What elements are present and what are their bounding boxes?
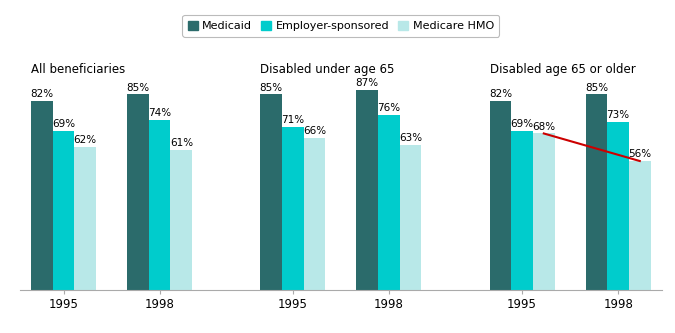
Text: 74%: 74% [148, 108, 171, 118]
Text: 66%: 66% [303, 126, 326, 136]
Bar [511, 131, 533, 290]
Bar [53, 131, 74, 290]
Bar [489, 101, 511, 290]
Text: 69%: 69% [510, 119, 534, 129]
Text: 56%: 56% [628, 149, 651, 159]
Text: 71%: 71% [281, 115, 304, 125]
Text: 69%: 69% [52, 119, 75, 129]
Text: Disabled age 65 or older: Disabled age 65 or older [489, 63, 635, 76]
Bar [356, 90, 378, 290]
Text: 87%: 87% [356, 78, 379, 88]
Bar [148, 120, 171, 290]
Bar [586, 95, 608, 290]
Text: 63%: 63% [399, 133, 422, 143]
Bar [127, 95, 148, 290]
Bar [282, 127, 304, 290]
Bar [378, 115, 400, 290]
Text: 85%: 85% [126, 83, 150, 93]
Text: All beneficiaries: All beneficiaries [31, 63, 126, 76]
Text: 82%: 82% [30, 90, 53, 100]
Text: 85%: 85% [260, 83, 283, 93]
Text: 68%: 68% [532, 122, 556, 132]
Text: 73%: 73% [607, 110, 630, 120]
Bar [608, 122, 629, 290]
Legend: Medicaid, Employer-sponsored, Medicare HMO: Medicaid, Employer-sponsored, Medicare H… [182, 15, 500, 37]
Bar [261, 95, 282, 290]
Text: 61%: 61% [170, 138, 193, 148]
Text: 62%: 62% [74, 136, 97, 146]
Bar [74, 147, 96, 290]
Bar [171, 150, 192, 290]
Text: Disabled under age 65: Disabled under age 65 [261, 63, 395, 76]
Text: 82%: 82% [489, 90, 512, 100]
Text: 76%: 76% [377, 103, 400, 113]
Bar [629, 161, 651, 290]
Text: 85%: 85% [585, 83, 608, 93]
Bar [533, 134, 555, 290]
Bar [400, 145, 421, 290]
Bar [31, 101, 53, 290]
Bar [304, 138, 325, 290]
